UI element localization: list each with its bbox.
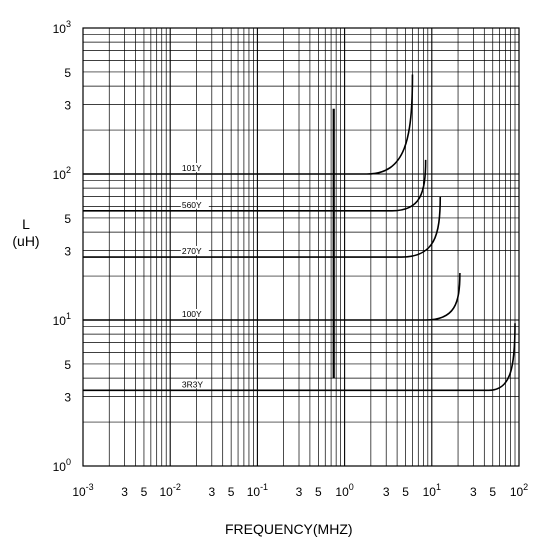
series-label-bg	[180, 163, 209, 172]
series-line-3R3Y	[83, 323, 516, 392]
y-tick-label: 100	[53, 457, 71, 474]
series-line-560Y	[83, 159, 427, 212]
y-tick-label: 103	[53, 19, 71, 36]
x-tick-label: 3	[470, 485, 477, 499]
y-axis-label: L (uH)	[6, 216, 46, 250]
x-tick-label: 5	[228, 485, 235, 499]
y-tick-label: 5	[64, 66, 71, 80]
series-label-270Y: 270Y	[182, 246, 202, 256]
tick-labels: 10-3 3 5 10-2 3 5 10-1 3 5 100 3 5 101 3 5 102100351013…	[53, 19, 529, 499]
x-tick-label: 10-1	[247, 482, 268, 499]
series-line-270Y	[83, 196, 442, 258]
y-tick-label: 102	[53, 165, 71, 182]
series-label-bg	[180, 379, 209, 389]
series-label-bg	[180, 199, 209, 209]
x-axis-label: FREQUENCY(MHZ)	[225, 521, 353, 537]
x-tick-label: 10-3	[72, 482, 93, 499]
x-tick-label: 10-2	[160, 482, 181, 499]
series-label-100Y: 100Y	[182, 309, 202, 319]
x-tick-label: 3	[383, 485, 390, 499]
y-tick-label: 3	[64, 244, 71, 258]
series-label-3R3Y: 3R3Y	[182, 379, 204, 389]
series-label-560Y: 560Y	[182, 200, 202, 210]
x-tick-label: 102	[510, 482, 528, 499]
x-tick-label: 100	[335, 482, 353, 499]
x-tick-label: 5	[315, 485, 322, 499]
x-tick-label: 101	[423, 482, 441, 499]
x-tick-label: 3	[208, 485, 215, 499]
series-label-101Y: 101Y	[182, 163, 202, 173]
y-axis-label-line1: L	[22, 216, 30, 232]
x-tick-label: 3	[121, 485, 128, 499]
x-tick-label: 3	[296, 485, 303, 499]
y-axis-label-line2: (uH)	[12, 233, 40, 249]
grid	[82, 27, 520, 467]
y-tick-label: 5	[64, 358, 71, 372]
x-tick-label: 5	[489, 485, 496, 499]
series-label-bg	[180, 246, 209, 256]
series-lines: 101Y 560Y 270Y 100Y 3R3Y	[83, 74, 516, 392]
y-tick-label: 101	[53, 311, 71, 328]
series-label-bg	[180, 309, 209, 318]
x-tick-label: 5	[141, 485, 148, 499]
series-line-100Y	[83, 272, 461, 321]
series-line-101Y	[83, 74, 414, 175]
x-tick-label: 5	[402, 485, 409, 499]
y-tick-label: 3	[64, 390, 71, 404]
y-tick-label: 3	[64, 98, 71, 112]
plot-frame	[82, 27, 520, 467]
y-tick-label: 5	[64, 212, 71, 226]
